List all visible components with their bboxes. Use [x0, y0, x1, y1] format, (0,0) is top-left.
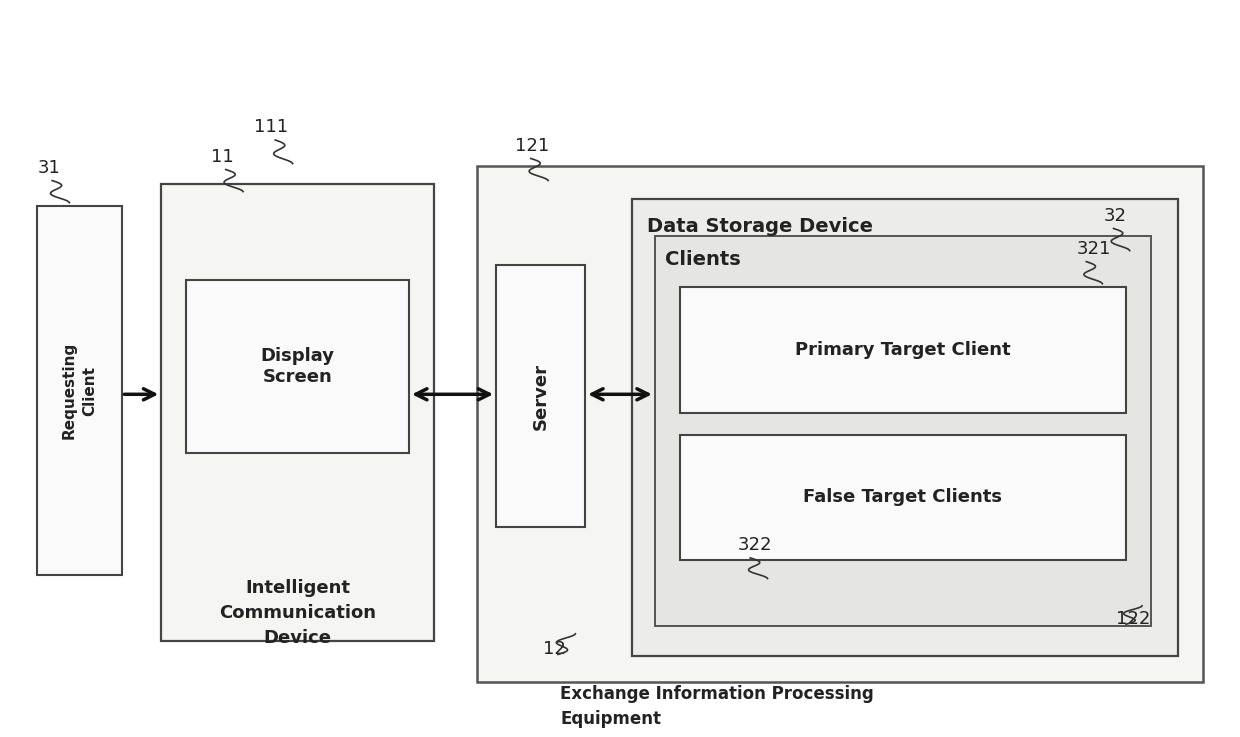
- FancyBboxPatch shape: [680, 287, 1126, 413]
- FancyBboxPatch shape: [37, 206, 122, 575]
- Text: False Target Clients: False Target Clients: [804, 489, 1002, 506]
- FancyBboxPatch shape: [632, 199, 1178, 656]
- FancyBboxPatch shape: [161, 184, 434, 641]
- Text: 32: 32: [1104, 207, 1127, 225]
- FancyBboxPatch shape: [496, 265, 585, 527]
- Text: 121: 121: [515, 137, 549, 155]
- Text: Server: Server: [532, 363, 549, 430]
- Text: 322: 322: [738, 537, 773, 554]
- Text: 111: 111: [254, 119, 289, 136]
- Text: Requesting
Client: Requesting Client: [61, 342, 98, 439]
- FancyBboxPatch shape: [655, 236, 1151, 626]
- Text: Exchange Information Processing
Equipment: Exchange Information Processing Equipmen…: [560, 685, 874, 728]
- Text: Display
Screen: Display Screen: [260, 347, 335, 386]
- FancyBboxPatch shape: [186, 280, 409, 453]
- Text: Primary Target Client: Primary Target Client: [795, 341, 1011, 359]
- FancyBboxPatch shape: [477, 166, 1203, 682]
- Text: 11: 11: [211, 148, 233, 166]
- Text: Clients: Clients: [665, 250, 740, 269]
- Text: 122: 122: [1116, 610, 1151, 628]
- Text: Intelligent
Communication
Device: Intelligent Communication Device: [219, 579, 376, 646]
- Text: 12: 12: [543, 640, 565, 658]
- FancyBboxPatch shape: [680, 435, 1126, 560]
- Text: 31: 31: [37, 159, 60, 177]
- Text: Data Storage Device: Data Storage Device: [647, 217, 873, 236]
- Text: 321: 321: [1076, 240, 1111, 258]
